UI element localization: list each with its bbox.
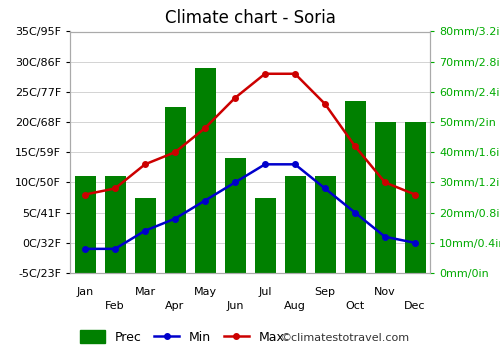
Bar	[164, 107, 186, 273]
Text: Jul: Jul	[258, 287, 272, 297]
Bar	[374, 122, 396, 273]
Text: Nov: Nov	[374, 287, 396, 297]
Text: Mar: Mar	[134, 287, 156, 297]
Text: Apr: Apr	[166, 301, 184, 311]
Text: Dec: Dec	[404, 301, 426, 311]
Bar	[194, 68, 216, 273]
Bar	[74, 176, 96, 273]
Bar	[134, 197, 156, 273]
Text: Feb: Feb	[105, 301, 125, 311]
Bar	[224, 158, 246, 273]
Text: ©climatestotravel.com: ©climatestotravel.com	[280, 333, 409, 343]
Legend: Prec, Min, Max: Prec, Min, Max	[80, 330, 284, 344]
Text: Jun: Jun	[226, 301, 244, 311]
Bar	[404, 122, 425, 273]
Bar	[314, 176, 336, 273]
Text: Oct: Oct	[346, 301, 364, 311]
Title: Climate chart - Soria: Climate chart - Soria	[164, 9, 336, 27]
Bar	[284, 176, 306, 273]
Text: Jan: Jan	[76, 287, 94, 297]
Bar	[104, 176, 126, 273]
Text: May: May	[194, 287, 216, 297]
Text: Sep: Sep	[314, 287, 336, 297]
Bar	[254, 197, 276, 273]
Bar	[344, 101, 366, 273]
Text: Aug: Aug	[284, 301, 306, 311]
